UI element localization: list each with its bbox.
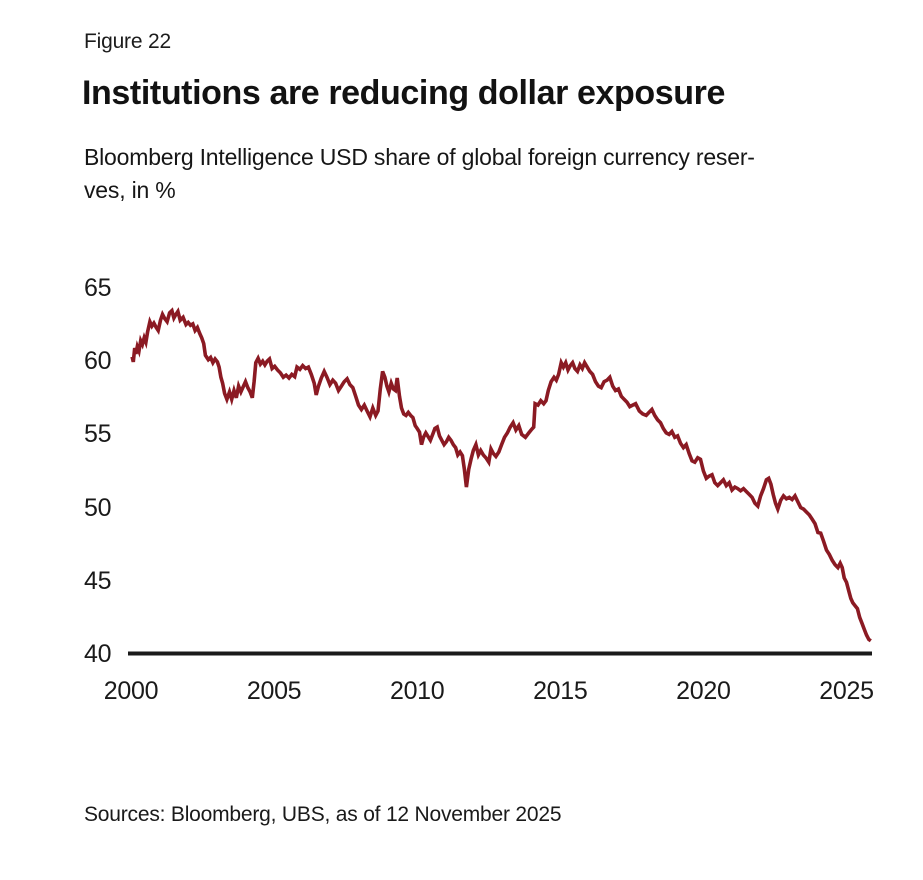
- y-tick-label: 45: [84, 566, 112, 595]
- x-tick-label: 2000: [103, 677, 159, 705]
- chart-subtitle-line2: ves, in %: [84, 177, 176, 203]
- x-tick-label: 2015: [533, 677, 588, 705]
- y-tick-label: 55: [84, 420, 112, 449]
- x-tick-label: 2010: [389, 677, 445, 705]
- x-tick-label: 2005: [246, 677, 302, 705]
- y-tick-label: 40: [84, 640, 112, 668]
- chart-subtitle: Bloomberg Intelligence USD share of glob…: [84, 141, 755, 207]
- source-note: Sources: Bloomberg, UBS, as of 12 Novemb…: [84, 803, 562, 826]
- y-tick-label: 65: [84, 274, 112, 302]
- x-tick-label: 2020: [676, 677, 731, 705]
- page-title: Institutions are reducing dollar exposur…: [82, 74, 725, 112]
- figure-number-label: Figure 22: [84, 30, 171, 53]
- x-tick-label: 2025: [819, 677, 874, 705]
- usd-share-line: [130, 307, 872, 643]
- y-tick-label: 50: [84, 493, 112, 522]
- chart-subtitle-line1: Bloomberg Intelligence USD share of glob…: [84, 144, 755, 170]
- y-tick-label: 60: [84, 347, 112, 376]
